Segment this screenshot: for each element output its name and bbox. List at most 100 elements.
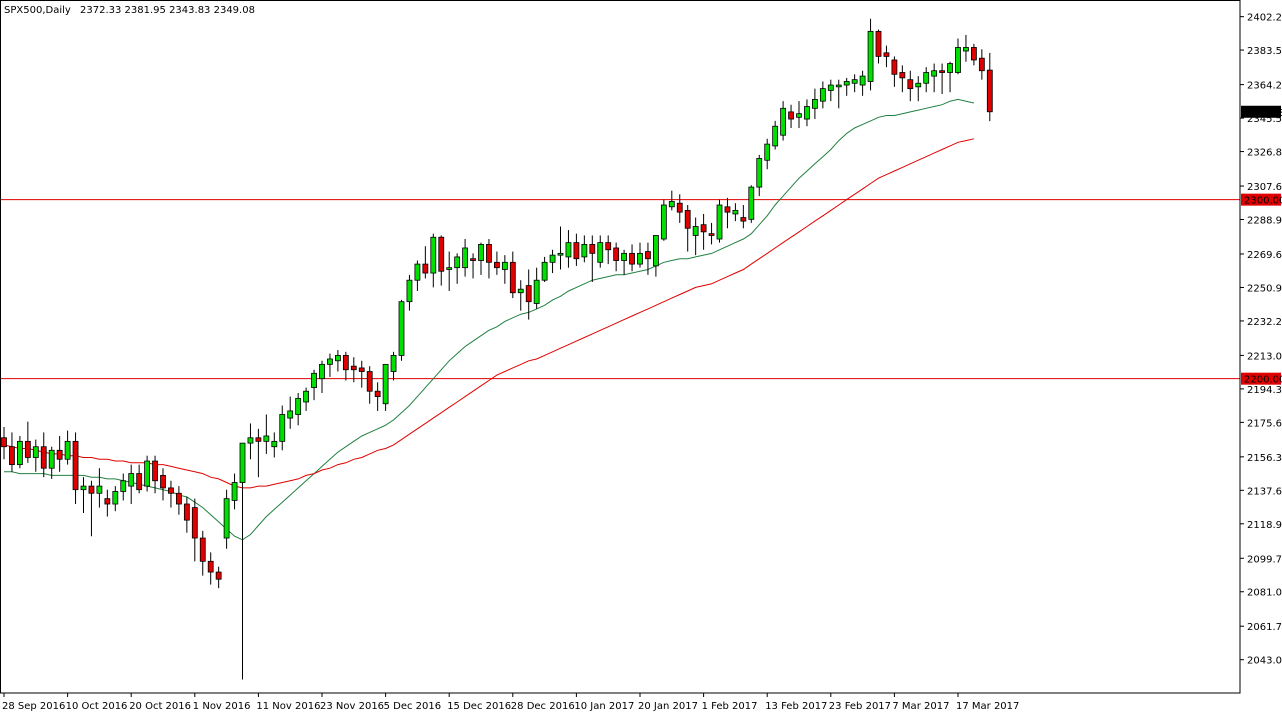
candle-body <box>804 107 809 120</box>
candle-body <box>153 461 158 481</box>
candle-body <box>900 73 905 78</box>
candle-body <box>121 481 126 492</box>
candle-body <box>137 474 142 490</box>
candle-body <box>987 70 992 112</box>
candle-body <box>645 252 650 259</box>
candle-body <box>192 508 197 538</box>
x-tick-label: 20 Jan 2017 <box>638 701 698 712</box>
candle-body <box>272 441 277 446</box>
candle-body <box>502 262 507 269</box>
candle-body <box>41 447 46 468</box>
candle-body <box>375 391 380 396</box>
candle-body <box>327 359 332 364</box>
x-tick-label: 17 Mar 2017 <box>956 701 1019 712</box>
candle-body <box>256 438 261 442</box>
candle-body <box>614 248 619 261</box>
candle-body <box>296 398 301 414</box>
candle-body <box>844 81 849 85</box>
candle-body <box>773 126 778 146</box>
candle-body <box>463 248 468 268</box>
y-tick-label: 2061.75 <box>1247 622 1282 633</box>
candle-body <box>280 414 285 441</box>
candle-body <box>184 504 189 520</box>
candle-body <box>622 253 627 260</box>
candle-body <box>518 289 523 293</box>
candle-body <box>558 253 563 255</box>
candle-body <box>836 85 841 87</box>
candle-body <box>471 259 476 261</box>
y-tick-label: 2383.55 <box>1247 46 1282 57</box>
candle-body <box>89 486 94 493</box>
candle-body <box>439 237 444 271</box>
candle-body <box>33 447 38 458</box>
y-tick-label: 2194.30 <box>1247 385 1282 396</box>
candle-body <box>852 80 857 84</box>
candle-body <box>304 391 309 402</box>
candle-body <box>590 244 595 253</box>
candle-body <box>789 112 794 119</box>
candle-body <box>693 226 698 235</box>
x-tick-label: 5 Dec 2016 <box>384 701 442 712</box>
candle-body <box>725 207 730 212</box>
x-tick-label: 11 Nov 2016 <box>256 701 320 712</box>
candle-body <box>367 372 372 392</box>
candle-body <box>161 475 166 488</box>
y-tick-label: 2402.20 <box>1247 13 1282 24</box>
candle-body <box>948 64 953 73</box>
candle-body <box>781 108 786 135</box>
candle-body <box>9 447 14 465</box>
candle-body <box>749 187 754 219</box>
candle-body <box>431 237 436 273</box>
candle-body <box>828 85 833 90</box>
y-tick-label: 2156.35 <box>1247 453 1282 464</box>
candle-body <box>49 450 54 468</box>
candle-body <box>630 253 635 264</box>
candle <box>661 200 666 241</box>
x-tick-label: 28 Sep 2016 <box>2 701 65 712</box>
candle-body <box>638 253 643 264</box>
candle-body <box>701 225 706 232</box>
y-tick-label: 2081.00 <box>1247 588 1282 599</box>
y-tick-label: 2288.90 <box>1247 216 1282 227</box>
candle-body <box>685 210 690 228</box>
candle-body <box>359 368 364 372</box>
candle <box>749 185 754 223</box>
x-tick-label: 20 Oct 2016 <box>129 701 191 712</box>
candle-body <box>248 438 253 443</box>
y-tick-label: 2213.00 <box>1247 351 1282 362</box>
candle-body <box>542 262 547 280</box>
candle-body <box>423 264 428 273</box>
candle-body <box>892 60 897 74</box>
candle-body <box>447 268 452 270</box>
candle-body <box>415 264 420 280</box>
candle-body <box>351 366 356 370</box>
candle-body <box>860 76 865 85</box>
candle-body <box>288 411 293 418</box>
ohlc-header: 2372.33 2381.95 2343.83 2349.08 <box>80 5 255 16</box>
x-tick-label: 23 Nov 2016 <box>320 701 384 712</box>
candle-body <box>2 438 7 447</box>
x-tick-label: 23 Feb 2017 <box>829 701 891 712</box>
y-tick-label: 2250.95 <box>1247 283 1282 294</box>
candle-body <box>765 144 770 160</box>
candle-body <box>320 364 325 378</box>
candle-body <box>606 243 611 250</box>
chart-title: SPX500,Daily <box>4 5 71 16</box>
candle-body <box>240 443 245 482</box>
candle-body <box>264 436 269 441</box>
candle-body <box>224 499 229 538</box>
candle-body <box>216 572 221 579</box>
last-price-label: 2349.08 <box>1244 108 1282 119</box>
candle-body <box>343 355 348 369</box>
candle-body <box>971 47 976 60</box>
x-tick-label: 15 Dec 2016 <box>447 701 511 712</box>
x-tick-label: 1 Nov 2016 <box>193 701 251 712</box>
candle-body <box>908 80 913 89</box>
candle-body <box>168 488 173 493</box>
y-tick-label: 2269.65 <box>1247 250 1282 261</box>
candle-body <box>669 201 674 206</box>
candle-body <box>391 355 396 371</box>
candle-body <box>113 491 118 504</box>
candle-body <box>932 71 937 76</box>
